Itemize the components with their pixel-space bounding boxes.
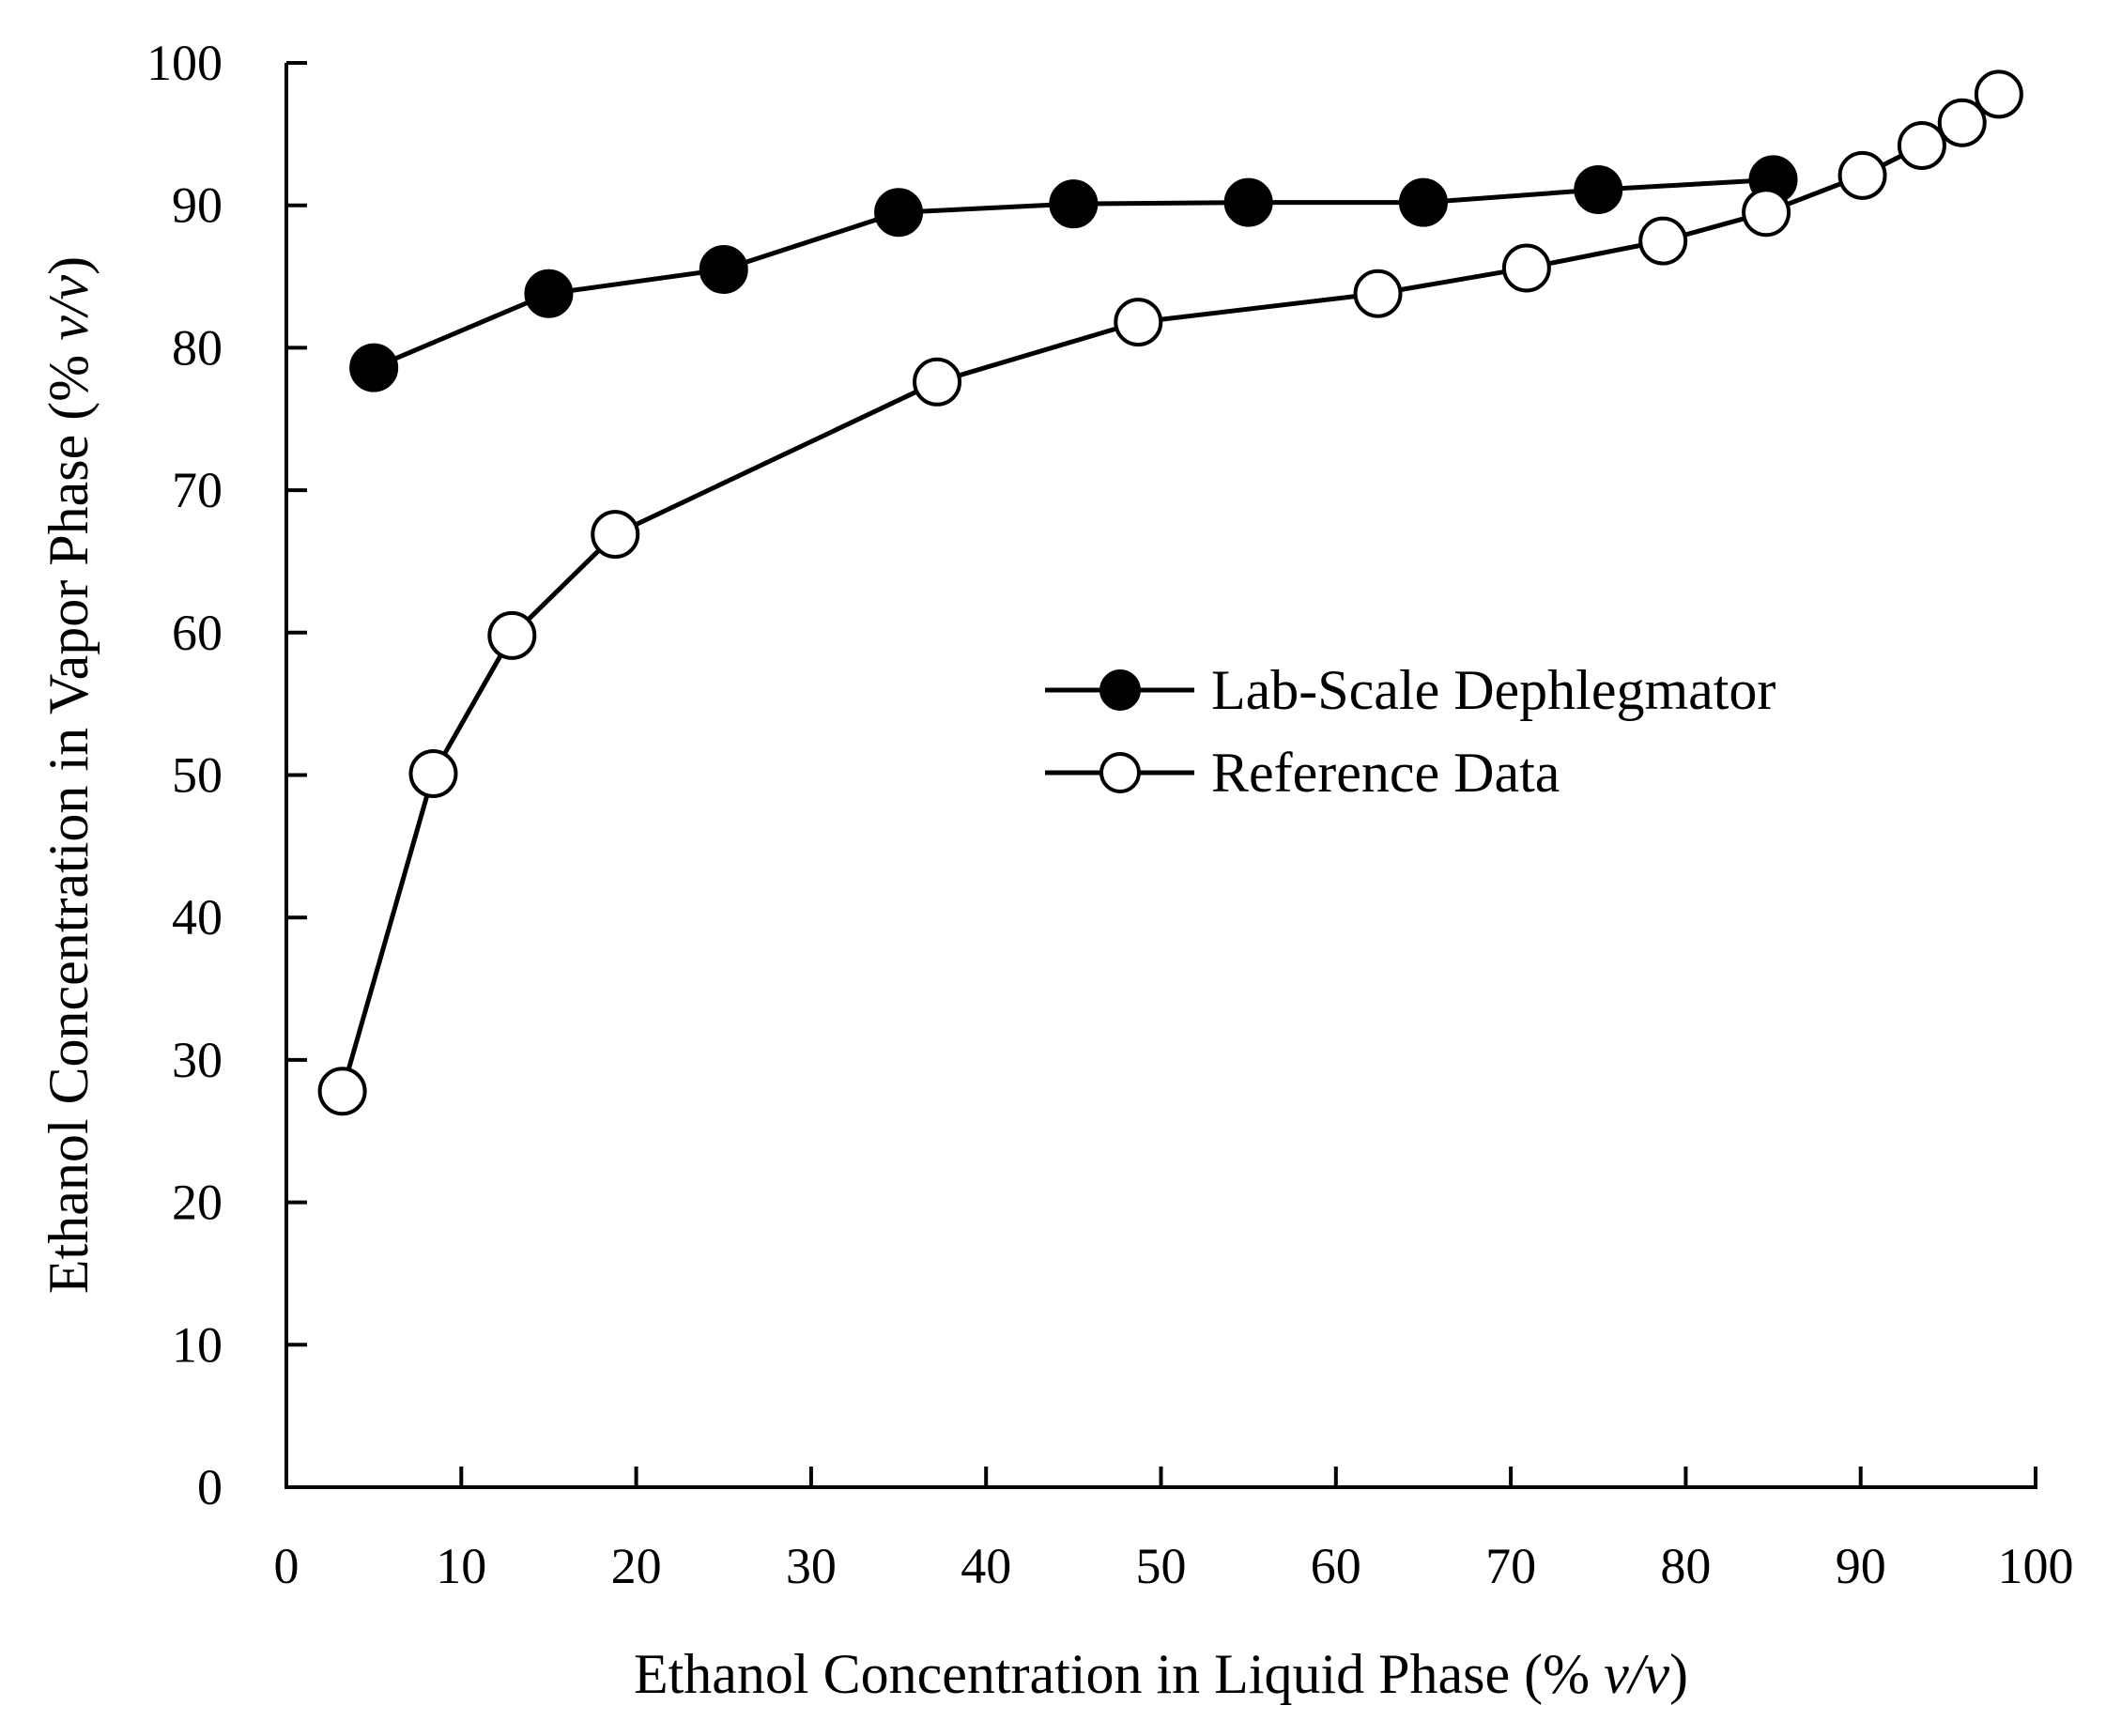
data-point-reference-data bbox=[1974, 69, 2023, 119]
y-tick-label: 20 bbox=[172, 1175, 223, 1231]
data-point-lab-scale-dephlegmator bbox=[1398, 177, 1448, 227]
data-point-reference-data bbox=[1742, 188, 1791, 238]
legend-label-lab-scale-dephlegmator: Lab-Scale Dephlegmator bbox=[1211, 659, 1775, 721]
data-point-lab-scale-dephlegmator bbox=[699, 244, 748, 294]
y-tick-label: 100 bbox=[146, 35, 223, 91]
series-line-reference-data bbox=[340, 92, 2001, 1092]
data-point-reference-data bbox=[408, 748, 458, 798]
y-tick-label: 0 bbox=[197, 1459, 223, 1515]
data-point-reference-data bbox=[1501, 243, 1551, 293]
x-tick-label: 0 bbox=[274, 1538, 300, 1594]
x-tick-label: 60 bbox=[1311, 1538, 1361, 1594]
legend-entry-reference-data: Reference Data bbox=[1045, 742, 1560, 804]
y-tick-label: 70 bbox=[172, 462, 223, 518]
data-point-reference-data bbox=[487, 610, 537, 660]
series-lab-scale-dephlegmator bbox=[349, 155, 1798, 392]
x-tick-label: 100 bbox=[1998, 1538, 2074, 1594]
y-tick-label: 40 bbox=[172, 889, 223, 945]
y-tick-label: 60 bbox=[172, 605, 223, 661]
data-point-reference-data bbox=[1897, 120, 1946, 170]
series-reference-data bbox=[317, 69, 2023, 1116]
y-tick-label: 50 bbox=[172, 747, 223, 804]
data-point-reference-data bbox=[913, 357, 962, 407]
x-tick-label: 90 bbox=[1836, 1538, 1886, 1594]
data-point-reference-data bbox=[591, 510, 640, 560]
x-tick-label: 20 bbox=[611, 1538, 662, 1594]
data-point-reference-data bbox=[1114, 298, 1163, 347]
y-tick-label: 90 bbox=[172, 177, 223, 234]
data-point-reference-data bbox=[1353, 269, 1403, 318]
x-tick-label: 80 bbox=[1660, 1538, 1711, 1594]
y-axis-title: Ethanol Concentration in Vapor Phase (% … bbox=[38, 256, 100, 1294]
data-point-lab-scale-dephlegmator bbox=[1223, 177, 1273, 227]
x-tick-label: 40 bbox=[961, 1538, 1011, 1594]
x-tick-label: 30 bbox=[786, 1538, 837, 1594]
legend-marker-open-circle bbox=[1099, 752, 1141, 793]
y-tick-label: 30 bbox=[172, 1032, 223, 1088]
x-axis-title: Ethanol Concentration in Liquid Phase (%… bbox=[634, 1643, 1688, 1705]
data-point-reference-data bbox=[317, 1067, 367, 1116]
legend-label-reference-data: Reference Data bbox=[1211, 742, 1560, 804]
x-tick-label: 50 bbox=[1136, 1538, 1187, 1594]
y-tick-label: 80 bbox=[172, 319, 223, 376]
data-point-lab-scale-dephlegmator bbox=[874, 188, 924, 238]
legend-marker-filled-circle bbox=[1099, 669, 1141, 711]
legend: Lab-Scale Dephlegmator Reference Data bbox=[1045, 659, 1775, 804]
data-point-reference-data bbox=[1937, 98, 1987, 147]
x-axis-ticks: 0 10 20 30 40 50 60 70 80 90 100 bbox=[274, 1467, 2074, 1594]
y-axis-ticks: 0 10 20 30 40 50 60 70 80 90 100 bbox=[146, 35, 307, 1515]
series-layer bbox=[317, 69, 2023, 1116]
y-tick-label: 10 bbox=[172, 1316, 223, 1373]
data-point-reference-data bbox=[1837, 150, 1887, 200]
data-point-lab-scale-dephlegmator bbox=[1574, 165, 1623, 215]
data-point-lab-scale-dephlegmator bbox=[349, 343, 399, 392]
data-point-lab-scale-dephlegmator bbox=[524, 269, 574, 318]
data-point-reference-data bbox=[1638, 216, 1688, 266]
x-tick-label: 10 bbox=[436, 1538, 486, 1594]
legend-entry-lab-scale-dephlegmator: Lab-Scale Dephlegmator bbox=[1045, 659, 1775, 721]
x-tick-label: 70 bbox=[1485, 1538, 1536, 1594]
data-point-lab-scale-dephlegmator bbox=[1049, 179, 1099, 229]
